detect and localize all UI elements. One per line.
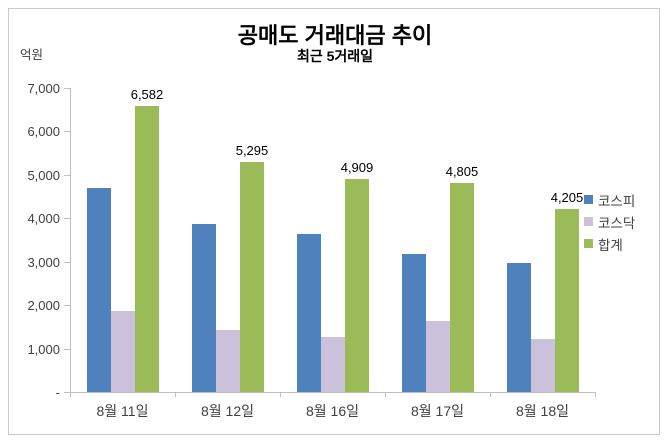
x-tick-mark [175, 392, 176, 397]
y-tick-label: 3,000 [27, 255, 60, 270]
legend-label-kospi: 코스피 [598, 193, 636, 209]
y-tick-label: 5,000 [27, 168, 60, 183]
bar-total [554, 209, 579, 392]
legend-marker-total [584, 239, 593, 248]
bar-kosdaq [320, 336, 345, 392]
y-tick-mark [64, 218, 70, 219]
y-tick-mark [64, 88, 70, 89]
bar-value-label: 4,205 [550, 190, 584, 205]
bar-total [449, 183, 474, 392]
plot-area [70, 88, 595, 392]
legend-item-kosdaq: 코스닥 [584, 214, 636, 231]
bar-kospi [401, 254, 426, 392]
bar-group [70, 88, 175, 392]
bar-value-label: 6,582 [130, 87, 164, 102]
bar-group [385, 88, 490, 392]
x-axis-category-label: 8월 11일 [96, 403, 149, 419]
x-tick-mark [595, 392, 596, 397]
bar-group [175, 88, 280, 392]
bar-group [490, 88, 595, 392]
bar-kospi [296, 234, 321, 392]
legend-label-kosdaq: 코스닥 [598, 215, 636, 231]
y-tick-label: 6,000 [27, 124, 60, 139]
bar-group [280, 88, 385, 392]
x-axis-category-label: 8월 12일 [200, 403, 254, 419]
x-tick-mark [385, 392, 386, 397]
legend-marker-kosdaq [584, 217, 593, 226]
bar-value-label: 4,909 [340, 160, 374, 175]
y-tick-label: 7,000 [27, 81, 60, 96]
y-tick-label: 4,000 [27, 211, 60, 226]
bar-value-label: 5,295 [235, 143, 269, 158]
y-tick-mark [64, 392, 70, 393]
bar-kospi [86, 187, 111, 392]
x-axis-line [70, 392, 596, 393]
y-tick-label: 1,000 [27, 342, 60, 357]
y-tick-mark [64, 305, 70, 306]
bar-total [239, 162, 264, 392]
bar-kosdaq [425, 321, 450, 392]
chart-title: 공매도 거래대금 추이 [237, 23, 433, 48]
y-tick-mark [64, 175, 70, 176]
x-tick-mark [490, 392, 491, 397]
x-axis-category-label: 8월 17일 [410, 403, 464, 419]
legend-label-total: 합계 [598, 237, 623, 253]
bar-total [134, 106, 159, 392]
legend-item-kospi: 코스피 [584, 192, 636, 209]
bar-value-label: 4,805 [445, 164, 479, 179]
legend-marker-kospi [584, 195, 593, 204]
bar-kospi [506, 262, 531, 392]
y-tick-label: - [55, 385, 60, 400]
bar-kosdaq [110, 310, 135, 392]
bar-kosdaq [530, 338, 555, 392]
y-tick-mark [64, 131, 70, 132]
bar-total [344, 178, 369, 392]
legend-item-total: 합계 [584, 236, 635, 253]
y-axis-unit-label: 억원 [20, 48, 44, 62]
x-axis-category-label: 8월 18일 [515, 403, 569, 419]
chart-subtitle: 최근 5거래일 [296, 48, 374, 64]
x-tick-mark [70, 392, 71, 397]
bar-kospi [191, 224, 216, 392]
y-tick-mark [64, 262, 70, 263]
y-axis-line [70, 88, 71, 392]
y-tick-mark [64, 349, 70, 350]
x-axis-category-label: 8월 16일 [305, 403, 359, 419]
x-tick-mark [280, 392, 281, 397]
bar-kosdaq [215, 329, 240, 392]
y-tick-label: 2,000 [27, 298, 60, 313]
